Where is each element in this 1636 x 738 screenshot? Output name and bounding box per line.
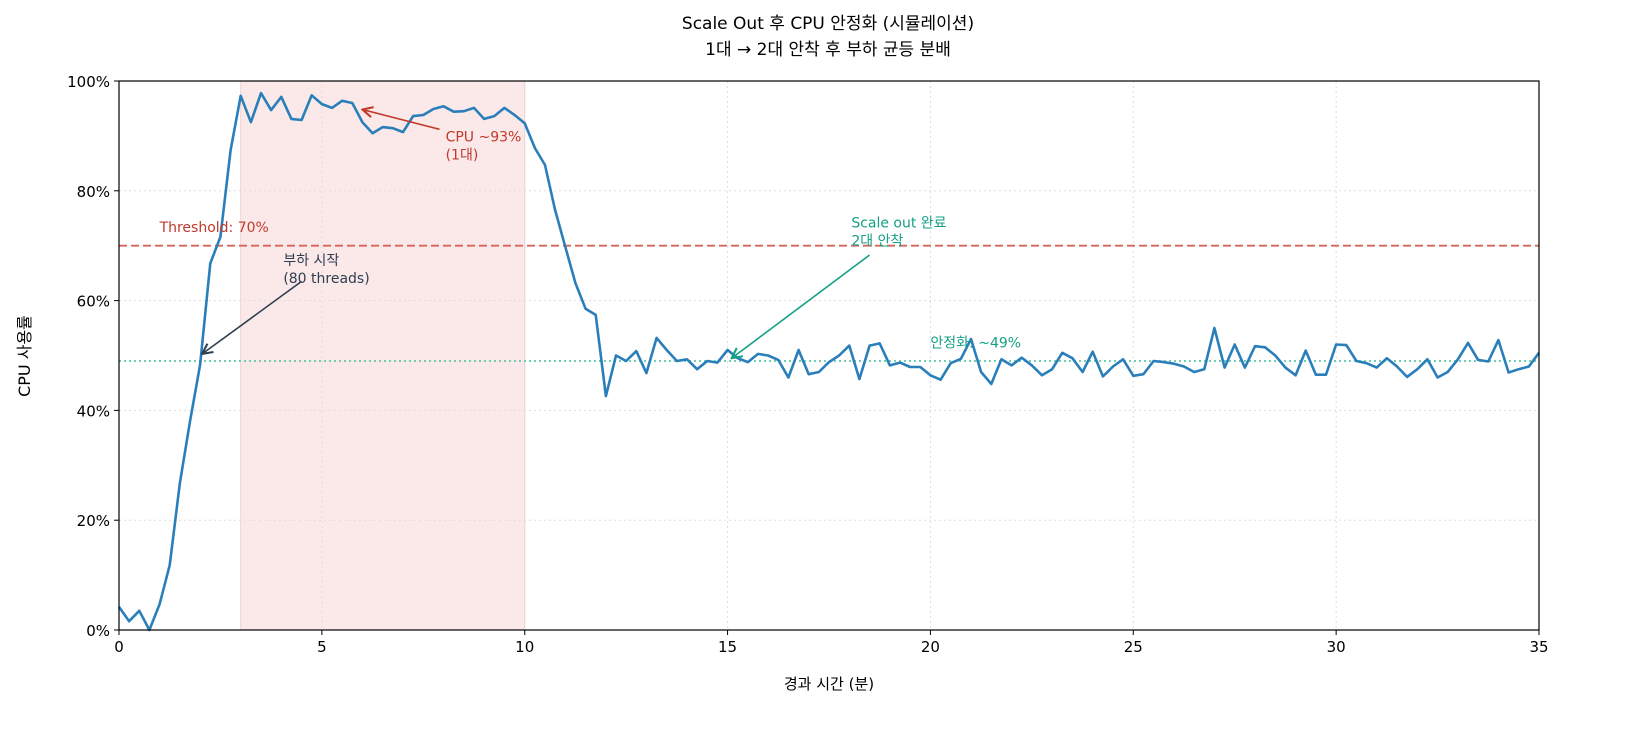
x-tick-label: 30 bbox=[1327, 638, 1346, 656]
y-tick-label: 60% bbox=[77, 293, 110, 311]
threshold-label: Threshold: 70% bbox=[159, 220, 269, 236]
overload-shaded-region bbox=[240, 80, 526, 631]
y-tick-label: 20% bbox=[77, 512, 110, 530]
annotation-text: CPU ~93% bbox=[446, 129, 522, 145]
chart-subtitle: 1대 → 2대 안착 후 부하 균등 분배 bbox=[705, 40, 951, 60]
chart-title: Scale Out 후 CPU 안정화 (시뮬레이션) bbox=[682, 14, 974, 34]
y-tick-label: 0% bbox=[86, 622, 110, 640]
x-tick-label: 15 bbox=[718, 638, 737, 656]
annotation-arrow bbox=[362, 110, 440, 131]
annotation-text: Scale out 완료 bbox=[851, 216, 946, 232]
x-axis-label: 경과 시간 (분) bbox=[784, 675, 874, 693]
x-tick-label: 25 bbox=[1124, 638, 1143, 656]
stable-label: 안정화: ~49% bbox=[930, 335, 1021, 351]
x-tick-label: 20 bbox=[921, 638, 940, 656]
x-tick-label: 10 bbox=[515, 638, 534, 656]
annotation-text: (80 threads) bbox=[283, 271, 369, 287]
y-axis-label: CPU 사용률 bbox=[15, 315, 34, 397]
x-tick-label: 5 bbox=[317, 638, 327, 656]
x-tick-label: 0 bbox=[114, 638, 124, 656]
y-tick-label: 100% bbox=[67, 73, 110, 91]
annotation-arrow bbox=[732, 254, 871, 358]
x-tick-label: 35 bbox=[1529, 638, 1548, 656]
annotation-arrow bbox=[202, 280, 303, 353]
annotation-text: 2대 안착 bbox=[851, 234, 903, 250]
y-tick-label: 80% bbox=[77, 183, 110, 201]
annotation-text: (1대) bbox=[446, 147, 479, 163]
cpu-series-line bbox=[117, 91, 1541, 632]
plot-frame bbox=[118, 80, 1540, 631]
annotation-text: 부하 시작 bbox=[283, 253, 339, 269]
y-tick-label: 40% bbox=[77, 402, 110, 420]
